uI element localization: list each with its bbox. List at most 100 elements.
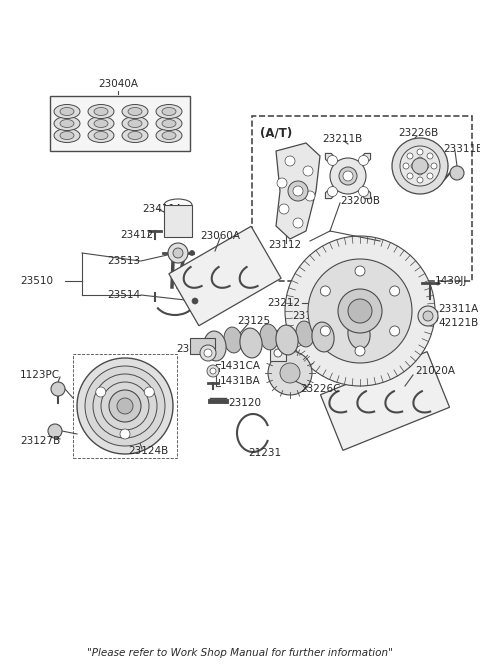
Text: 23311B: 23311B (443, 144, 480, 154)
Circle shape (77, 358, 173, 454)
Text: 23514: 23514 (107, 290, 140, 300)
Text: 23211B: 23211B (322, 134, 362, 144)
Circle shape (407, 153, 413, 159)
Ellipse shape (60, 107, 74, 115)
Ellipse shape (54, 117, 80, 130)
Circle shape (355, 266, 365, 276)
Circle shape (450, 166, 464, 180)
Circle shape (390, 326, 400, 336)
Text: 23127B: 23127B (20, 436, 60, 446)
Ellipse shape (156, 117, 182, 130)
Circle shape (427, 173, 433, 179)
Text: 23412: 23412 (120, 230, 153, 240)
Circle shape (355, 346, 365, 356)
Text: 23311A: 23311A (438, 304, 478, 314)
FancyBboxPatch shape (252, 116, 472, 281)
Circle shape (343, 171, 353, 181)
Bar (50, 96, 190, 151)
Circle shape (288, 181, 308, 201)
Ellipse shape (88, 129, 114, 142)
Circle shape (320, 286, 330, 296)
Ellipse shape (122, 105, 148, 119)
Text: 23212: 23212 (267, 298, 300, 308)
Text: 42121B: 42121B (438, 318, 478, 328)
Circle shape (403, 163, 409, 169)
Ellipse shape (54, 105, 80, 119)
Circle shape (120, 429, 130, 439)
Ellipse shape (60, 119, 74, 127)
Ellipse shape (94, 132, 108, 140)
Ellipse shape (332, 318, 350, 344)
Text: 23060A: 23060A (200, 231, 240, 241)
Ellipse shape (224, 327, 242, 353)
Ellipse shape (128, 107, 142, 115)
Circle shape (412, 158, 428, 174)
Text: 23411A: 23411A (142, 204, 182, 214)
Circle shape (109, 390, 141, 422)
Circle shape (293, 186, 303, 196)
Circle shape (308, 259, 412, 363)
Ellipse shape (122, 129, 148, 142)
Circle shape (330, 158, 366, 194)
Bar (270, 345, 286, 361)
Circle shape (407, 173, 413, 179)
Text: 23112: 23112 (268, 240, 301, 250)
Polygon shape (325, 180, 344, 199)
Ellipse shape (88, 117, 114, 130)
Circle shape (359, 187, 369, 197)
Circle shape (85, 366, 165, 446)
Ellipse shape (348, 319, 370, 349)
Circle shape (417, 157, 423, 163)
Circle shape (320, 326, 330, 336)
Circle shape (93, 374, 157, 438)
Polygon shape (352, 154, 371, 172)
Circle shape (285, 236, 435, 386)
Text: (A/T): (A/T) (260, 126, 292, 139)
Text: "Please refer to Work Shop Manual for further information": "Please refer to Work Shop Manual for fu… (87, 648, 393, 658)
Text: 23124B: 23124B (128, 446, 168, 456)
Bar (73, 354, 177, 458)
Ellipse shape (276, 325, 298, 355)
Circle shape (192, 298, 198, 304)
Circle shape (207, 365, 219, 377)
Circle shape (173, 248, 183, 258)
Text: 23200B: 23200B (340, 196, 380, 206)
Circle shape (427, 153, 433, 159)
Circle shape (204, 349, 212, 357)
Text: 23040A: 23040A (98, 79, 138, 89)
Circle shape (190, 250, 194, 256)
Bar (190, 338, 215, 354)
Circle shape (210, 368, 216, 374)
Ellipse shape (296, 321, 314, 347)
Circle shape (268, 351, 312, 395)
Circle shape (200, 345, 216, 361)
Text: 23226C: 23226C (300, 384, 340, 394)
Ellipse shape (162, 119, 176, 127)
Circle shape (168, 243, 188, 263)
Ellipse shape (240, 328, 262, 358)
Ellipse shape (94, 119, 108, 127)
Circle shape (279, 204, 289, 214)
Text: 23273: 23273 (268, 330, 301, 340)
Circle shape (117, 398, 133, 414)
Circle shape (277, 178, 287, 188)
Circle shape (423, 311, 433, 321)
Circle shape (359, 156, 369, 166)
Circle shape (390, 286, 400, 296)
Polygon shape (352, 180, 371, 199)
Ellipse shape (60, 132, 74, 140)
Ellipse shape (204, 331, 226, 361)
Ellipse shape (122, 117, 148, 130)
Circle shape (417, 177, 423, 183)
Polygon shape (276, 143, 320, 239)
Ellipse shape (156, 105, 182, 119)
Circle shape (144, 387, 154, 397)
Text: 23510: 23510 (20, 276, 53, 286)
Circle shape (48, 424, 62, 438)
Ellipse shape (128, 132, 142, 140)
Ellipse shape (312, 322, 334, 352)
Circle shape (285, 156, 295, 166)
Circle shape (417, 169, 423, 175)
Circle shape (274, 349, 282, 357)
Circle shape (338, 289, 382, 333)
